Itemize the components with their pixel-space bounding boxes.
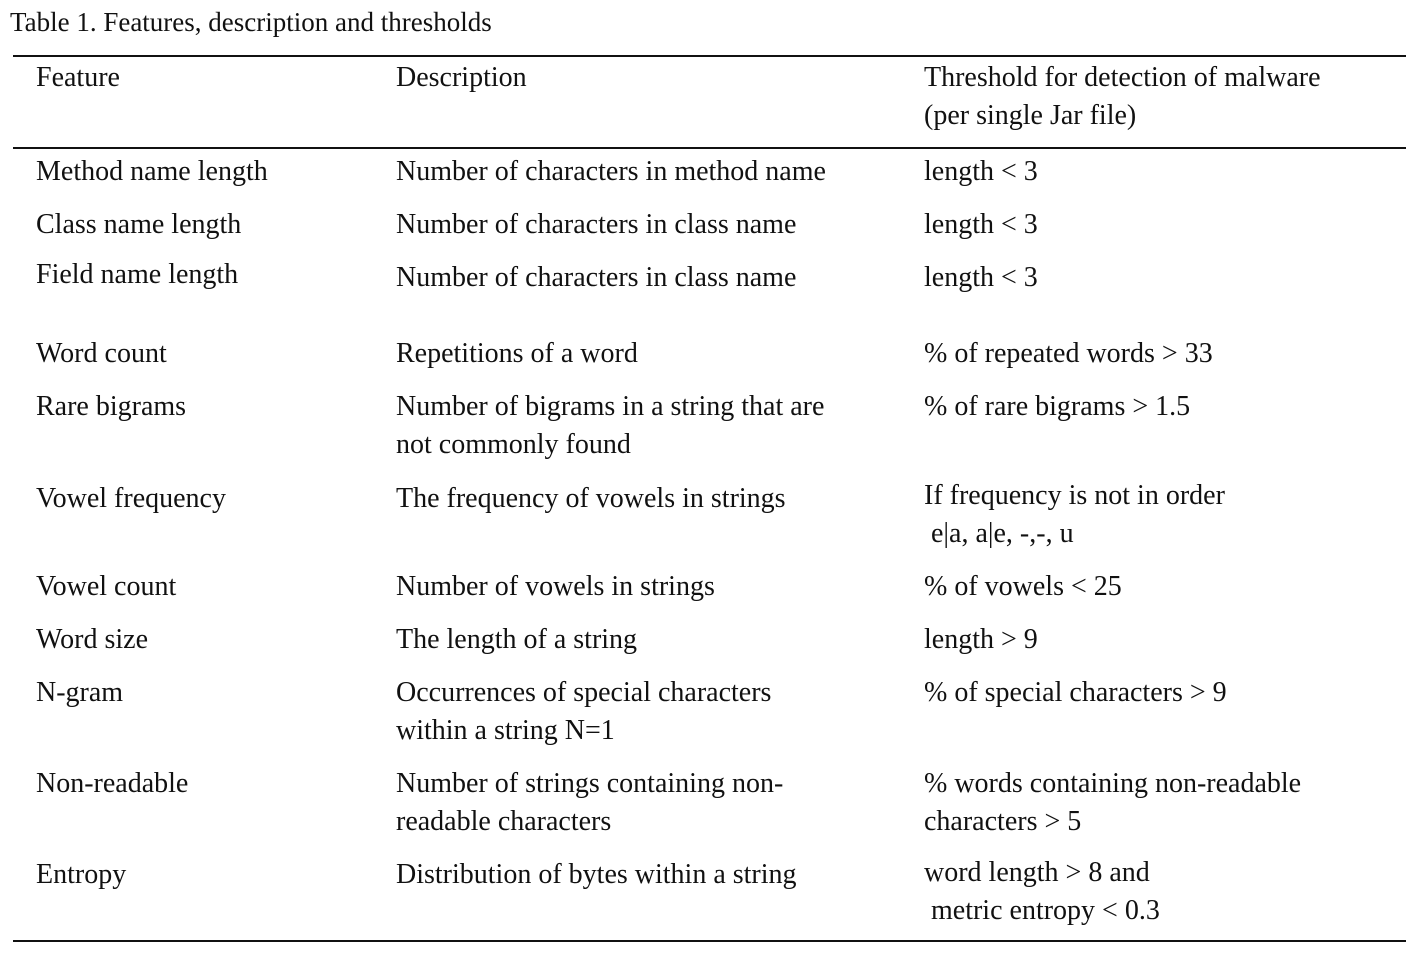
row-description: Number of vowels in strings — [396, 571, 715, 602]
row-threshold-line: characters > 5 — [924, 806, 1082, 837]
row-feature: Rare bigrams — [36, 391, 187, 422]
row-threshold: % words containing non-readable characte… — [924, 765, 1301, 841]
row-description-line: Occurrences of special characters — [396, 677, 772, 708]
row-feature: Word size — [36, 624, 149, 655]
row-description: Number of characters in method name — [396, 156, 826, 187]
row-feature: N-gram — [36, 677, 124, 708]
row-description: Number of bigrams in a string that are n… — [396, 388, 824, 464]
row-description-line: not commonly found — [396, 429, 631, 460]
table-header-rule — [13, 147, 1406, 149]
row-description: Distribution of bytes within a string — [396, 859, 797, 890]
row-feature: Field name length — [36, 259, 239, 290]
row-description: The frequency of vowels in strings — [396, 483, 786, 514]
table-bottom-rule — [13, 940, 1406, 942]
row-threshold: length < 3 — [924, 262, 1038, 293]
row-description-line: readable characters — [396, 806, 612, 837]
table-caption: Table 1. Features, description and thres… — [10, 7, 492, 37]
row-description: Number of characters in class name — [396, 209, 797, 240]
row-threshold: If frequency is not in order e|a, a|e, -… — [924, 477, 1225, 553]
row-feature: Vowel frequency — [36, 483, 226, 514]
row-description-line: Number of bigrams in a string that are — [396, 391, 825, 422]
table-top-rule — [13, 55, 1406, 57]
row-threshold: length > 9 — [924, 624, 1038, 655]
header-feature: Feature — [36, 62, 120, 93]
row-feature: Method name length — [36, 156, 268, 187]
header-threshold: Threshold for detection of malware (per … — [924, 59, 1321, 135]
row-threshold: word length > 8 and metric entropy < 0.3 — [924, 854, 1160, 930]
row-threshold-line: metric entropy < 0.3 — [931, 895, 1160, 926]
row-feature: Entropy — [36, 859, 127, 890]
row-feature: Class name length — [36, 209, 242, 240]
header-threshold-line-1: Threshold for detection of malware — [924, 62, 1321, 93]
row-description: Number of strings containing non- readab… — [396, 765, 783, 841]
row-feature: Non-readable — [36, 768, 189, 799]
row-threshold: length < 3 — [924, 209, 1038, 240]
row-threshold-line: % words containing non-readable — [924, 768, 1302, 799]
row-feature: Vowel count — [36, 571, 177, 602]
row-threshold-line: If frequency is not in order — [924, 480, 1225, 511]
row-threshold-line: word length > 8 and — [924, 857, 1150, 888]
row-threshold-line: e|a, a|e, -,-, u — [931, 518, 1074, 549]
row-description: Occurrences of special characters within… — [396, 674, 771, 750]
row-description-line: Number of strings containing non- — [396, 768, 784, 799]
row-threshold: % of special characters > 9 — [924, 677, 1227, 708]
row-description-line: within a string N=1 — [396, 715, 615, 746]
row-threshold: % of rare bigrams > 1.5 — [924, 391, 1191, 422]
row-description: Repetitions of a word — [396, 338, 638, 369]
row-threshold: % of vowels < 25 — [924, 571, 1122, 602]
row-feature: Word count — [36, 338, 167, 369]
header-threshold-line-2: (per single Jar file) — [924, 100, 1137, 131]
row-threshold: % of repeated words > 33 — [924, 338, 1213, 369]
row-description: The length of a string — [396, 624, 638, 655]
header-description: Description — [396, 62, 527, 93]
row-threshold: length < 3 — [924, 156, 1038, 187]
row-description: Number of characters in class name — [396, 262, 797, 293]
